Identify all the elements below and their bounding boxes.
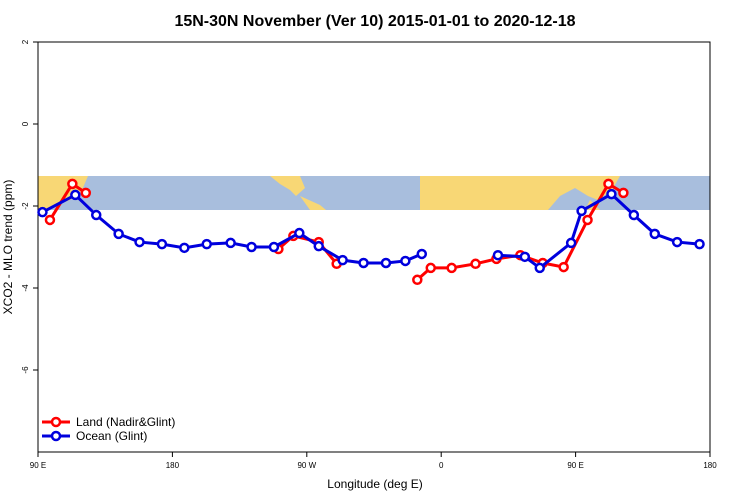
data-point (446, 262, 457, 274)
data-point (37, 206, 48, 218)
data-point (179, 242, 190, 254)
data-point (380, 257, 392, 269)
data-point (134, 236, 145, 248)
chart-title: 15N-30N November (Ver 10) 2015-01-01 to … (174, 13, 575, 30)
data-point (358, 257, 369, 269)
data-point (44, 214, 56, 226)
data-point (294, 227, 305, 239)
legend-marker (50, 416, 62, 428)
x-axis-label: Longitude (deg E) (327, 477, 422, 491)
data-point (156, 238, 168, 250)
x-tick-label: 90 E (30, 461, 46, 470)
y-tick-label: -4 (21, 284, 30, 292)
x-tick-label: 180 (703, 461, 717, 470)
data-point (534, 262, 546, 274)
y-tick-label: -6 (21, 366, 30, 374)
data-point (80, 187, 92, 199)
data-point (470, 258, 481, 270)
x-tick-label: 180 (166, 461, 180, 470)
data-point (565, 237, 577, 249)
data-point (337, 254, 348, 266)
x-tick-label: 90 E (567, 461, 583, 470)
data-point (618, 187, 629, 199)
x-tick-label: 0 (439, 461, 444, 470)
y-axis-label: XCO2 - MLO trend (ppm) (1, 180, 15, 315)
series-line (497, 192, 700, 270)
data-point (416, 248, 428, 260)
data-point (268, 241, 280, 253)
data-point (492, 249, 504, 261)
data-point (582, 214, 593, 226)
data-point (425, 262, 436, 274)
data-point (246, 241, 257, 253)
data-point (628, 209, 640, 221)
data-point (400, 255, 411, 267)
x-tick-label: 90 W (297, 461, 316, 470)
y-tick-label: 2 (21, 39, 30, 44)
data-point (576, 205, 587, 217)
y-tick-label: 0 (21, 121, 30, 126)
data-point (67, 178, 78, 190)
data-point (90, 209, 102, 221)
data-point (313, 240, 324, 252)
legend-label: Ocean (Glint) (76, 429, 147, 443)
data-point (694, 238, 705, 250)
data-point (519, 251, 531, 263)
data-point (649, 228, 660, 240)
data-point (606, 188, 617, 200)
data-point (113, 228, 124, 240)
map-strip (38, 176, 710, 210)
plot-frame (37, 41, 711, 453)
data-point (201, 238, 212, 250)
data-point (225, 237, 236, 249)
legend-label: Land (Nadir&Glint) (76, 415, 175, 429)
legend-marker (50, 430, 62, 442)
data-point (412, 274, 423, 286)
data-point (70, 189, 81, 201)
data-point (671, 236, 683, 248)
data-point (558, 261, 569, 273)
data-point (603, 178, 614, 190)
y-tick-label: -2 (21, 202, 30, 210)
